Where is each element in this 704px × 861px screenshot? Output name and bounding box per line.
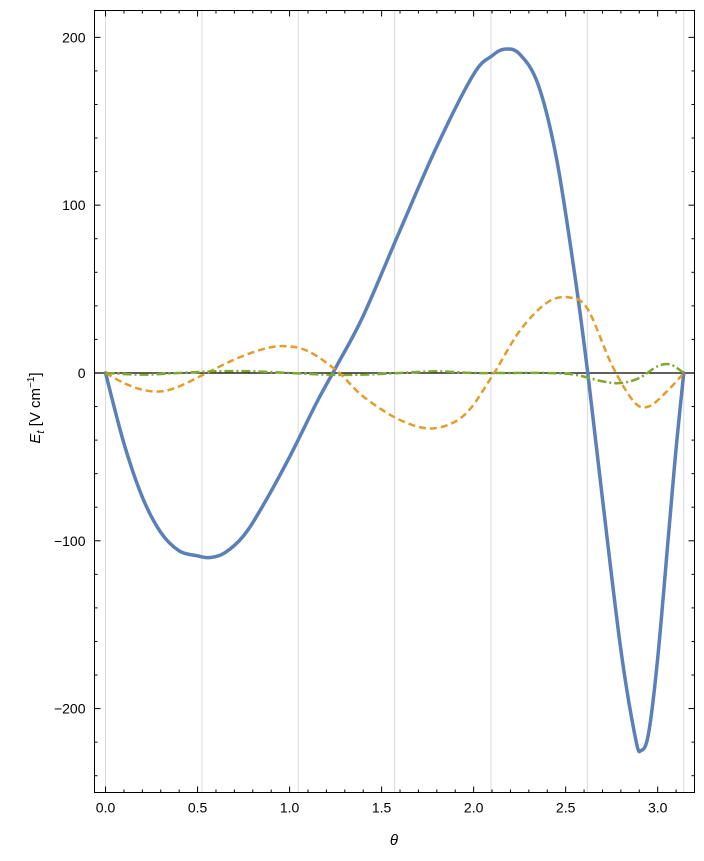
series-line-2 bbox=[104, 295, 685, 430]
x-tick-label: 3.0 bbox=[648, 800, 668, 816]
tick-layer: 0.0 0.5 1.0 1.5 2.0 2.5 3.0 −200 −100 0 100 200 bbox=[54, 10, 695, 816]
y-axis-title: Et [V cm−1] bbox=[26, 372, 47, 443]
plot-frame bbox=[94, 10, 695, 793]
y-tick-label: 0 bbox=[78, 365, 86, 381]
y-tick-label: −200 bbox=[54, 701, 86, 717]
y-tick-label: 200 bbox=[62, 29, 86, 45]
y-axis-symbol: E bbox=[27, 433, 44, 444]
series-line-3 bbox=[105, 362, 685, 385]
x-axis-title: θ bbox=[390, 832, 398, 849]
series-layer bbox=[103, 47, 686, 754]
x-tick-label: 0.5 bbox=[188, 800, 208, 816]
y-tick-label: −100 bbox=[54, 533, 86, 549]
y-axis-unit-close: ] bbox=[27, 372, 44, 376]
x-tick-label: 1.5 bbox=[372, 800, 392, 816]
y-axis-unit: [V cm bbox=[27, 388, 44, 431]
x-tick-label: 2.0 bbox=[464, 800, 484, 816]
y-axis-subscript: t bbox=[35, 430, 47, 434]
series-line-1 bbox=[103, 47, 686, 754]
y-tick-label: 100 bbox=[62, 197, 86, 213]
x-tick-label: 2.5 bbox=[556, 800, 576, 816]
x-tick-label: 0.0 bbox=[96, 800, 116, 816]
x-tick-label: 1.0 bbox=[280, 800, 300, 816]
grid-layer bbox=[94, 10, 695, 793]
y-axis-unit-exponent: −1 bbox=[26, 376, 37, 388]
